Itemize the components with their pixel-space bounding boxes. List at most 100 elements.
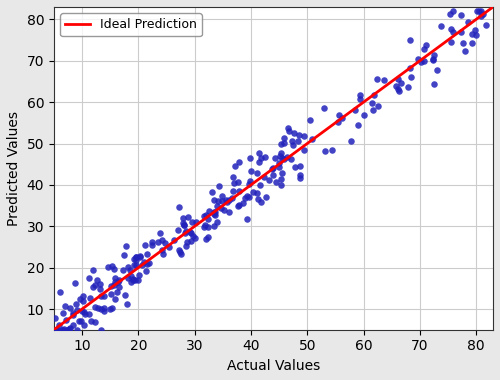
Point bbox=[127, 273, 135, 279]
Point bbox=[274, 163, 282, 169]
Point bbox=[129, 277, 137, 283]
Point bbox=[430, 52, 438, 58]
Point bbox=[392, 83, 400, 89]
Point bbox=[170, 238, 177, 244]
Point bbox=[110, 266, 118, 272]
Point bbox=[110, 296, 118, 302]
Point bbox=[116, 277, 124, 283]
Point bbox=[51, 315, 59, 321]
Point bbox=[338, 115, 346, 121]
Point bbox=[180, 220, 188, 226]
Point bbox=[278, 170, 286, 176]
Point bbox=[96, 287, 104, 293]
Point bbox=[478, 11, 486, 17]
Point bbox=[174, 227, 182, 233]
Point bbox=[106, 306, 114, 312]
Point bbox=[234, 188, 242, 195]
Point bbox=[100, 293, 108, 299]
Point bbox=[62, 302, 70, 309]
Point bbox=[354, 122, 362, 128]
Point bbox=[80, 309, 88, 315]
Point bbox=[94, 304, 102, 310]
Point bbox=[372, 76, 380, 82]
Point bbox=[248, 168, 256, 174]
Point bbox=[234, 203, 242, 209]
Point bbox=[140, 241, 148, 247]
Point bbox=[290, 130, 298, 136]
Point bbox=[84, 310, 92, 317]
Point bbox=[306, 117, 314, 123]
Point bbox=[180, 222, 188, 228]
Point bbox=[436, 22, 444, 28]
Point bbox=[472, 32, 480, 38]
Point bbox=[176, 204, 184, 210]
Point bbox=[204, 234, 212, 240]
Point bbox=[262, 194, 270, 200]
Point bbox=[288, 138, 296, 144]
Point bbox=[360, 112, 368, 118]
Point bbox=[200, 213, 207, 219]
Point bbox=[80, 322, 88, 328]
Point bbox=[107, 283, 115, 289]
Point bbox=[334, 119, 342, 125]
Point bbox=[320, 147, 328, 154]
Point bbox=[132, 257, 140, 263]
Point bbox=[270, 172, 278, 178]
Point bbox=[215, 183, 223, 189]
Point bbox=[51, 327, 59, 333]
Point bbox=[106, 291, 114, 298]
Point bbox=[296, 163, 304, 169]
Point bbox=[290, 164, 298, 170]
Point bbox=[280, 156, 288, 162]
Point bbox=[407, 74, 415, 80]
Point bbox=[72, 327, 80, 333]
Point bbox=[225, 196, 233, 203]
Point bbox=[78, 298, 86, 304]
Point bbox=[370, 107, 378, 113]
Point bbox=[434, 67, 442, 73]
Point bbox=[175, 247, 183, 253]
Point bbox=[222, 197, 230, 203]
Point bbox=[160, 251, 168, 257]
Point bbox=[308, 136, 316, 142]
Point bbox=[148, 242, 156, 249]
Point bbox=[66, 325, 74, 331]
Point bbox=[100, 305, 108, 311]
Point bbox=[236, 202, 244, 208]
Point bbox=[127, 279, 135, 285]
Point bbox=[478, 8, 486, 14]
Point bbox=[278, 155, 285, 161]
Point bbox=[97, 293, 105, 299]
Point bbox=[142, 268, 150, 274]
Point bbox=[246, 155, 254, 161]
Point bbox=[62, 317, 70, 323]
Point bbox=[90, 267, 98, 273]
Point bbox=[136, 254, 144, 260]
Point bbox=[71, 280, 79, 286]
Point bbox=[113, 289, 121, 295]
Point bbox=[132, 262, 140, 268]
Point bbox=[210, 196, 218, 203]
Point bbox=[457, 29, 465, 35]
Point bbox=[154, 239, 162, 245]
Point bbox=[68, 310, 76, 316]
Point bbox=[210, 209, 218, 215]
Point bbox=[277, 176, 285, 182]
Point bbox=[202, 212, 209, 218]
Point bbox=[59, 327, 67, 333]
Y-axis label: Predicted Values: Predicted Values bbox=[7, 111, 21, 226]
Point bbox=[182, 243, 190, 249]
Point bbox=[204, 216, 212, 222]
Point bbox=[265, 177, 273, 183]
Point bbox=[79, 293, 87, 299]
Point bbox=[218, 193, 226, 199]
Point bbox=[52, 327, 60, 333]
Point bbox=[420, 46, 428, 52]
Point bbox=[277, 141, 285, 147]
Point bbox=[468, 30, 476, 36]
Point bbox=[470, 27, 478, 33]
Point bbox=[276, 153, 284, 159]
Point bbox=[205, 208, 213, 214]
X-axis label: Actual Values: Actual Values bbox=[227, 359, 320, 373]
Point bbox=[52, 327, 60, 333]
